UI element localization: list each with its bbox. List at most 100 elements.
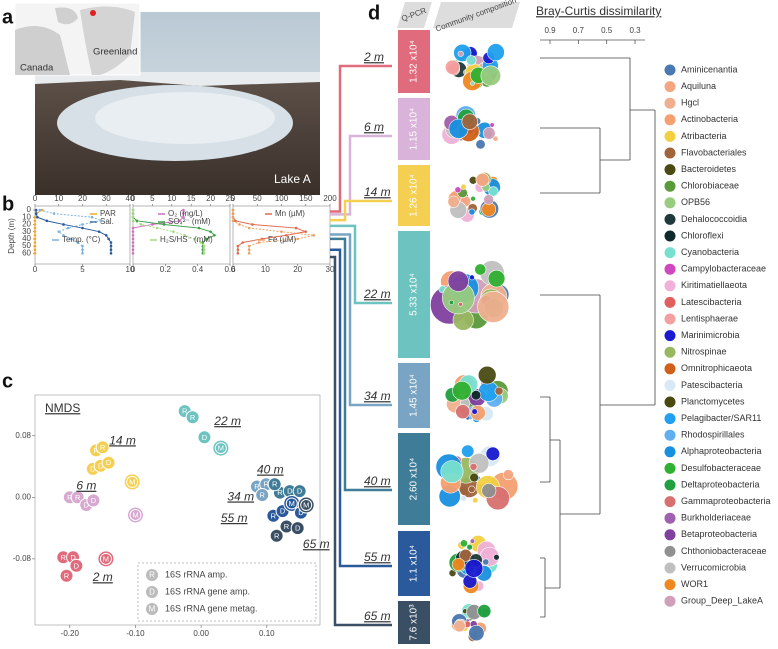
community-bubble [502, 469, 514, 481]
legend-label: Chthoniobacteraceae [681, 546, 767, 556]
point-letter: R [100, 443, 106, 452]
y-tick-label: 0.08 [15, 431, 31, 440]
community-bubble [455, 404, 471, 420]
community-bubble [486, 43, 505, 62]
legend-label: Nitrospinae [681, 347, 727, 357]
x-tick-label: 0 [231, 265, 236, 274]
profile-point [33, 223, 37, 226]
x-tick-label: 0.4 [192, 265, 204, 274]
panel-label: a [2, 6, 14, 28]
depth-connector [330, 199, 392, 222]
x-tick-label: 10 [261, 265, 270, 274]
legend-marker [664, 180, 676, 192]
profile-point [33, 226, 37, 230]
profile-point [183, 233, 187, 237]
point-letter: R [64, 571, 70, 580]
x-tick-label: 40 [126, 194, 135, 203]
group-label: 55 m [221, 511, 248, 525]
profile-point [236, 248, 240, 252]
point-letter: R [277, 488, 283, 497]
nmds-ring [129, 509, 142, 521]
profile-point [201, 241, 205, 244]
community-bubble [477, 291, 510, 323]
legend-label: Aminicenantia [681, 64, 738, 74]
depth-connector [330, 224, 392, 305]
legend-label: H₂S/HS⁻ (mM) [160, 235, 213, 244]
profile-point [151, 223, 154, 226]
nmds-ring [300, 499, 313, 511]
legend-marker [664, 164, 676, 176]
map-label: Canada [20, 63, 54, 74]
depth-connector [330, 248, 392, 568]
legend-label: Temp. (°C) [62, 235, 101, 244]
profile-point [109, 252, 113, 255]
legend-marker [664, 64, 676, 76]
legend-label: Lentisphaerae [681, 313, 738, 323]
legend-label: Gammaproteobacteria [681, 496, 771, 506]
legend-marker [664, 147, 676, 159]
legend-label: Omnitrophicaeota [681, 363, 752, 373]
point-letter: D [84, 500, 90, 509]
x-tick-label: -0.20 [61, 629, 80, 638]
legend-label: Planctomycetes [681, 396, 745, 406]
x-tick-label: 5 [80, 265, 85, 274]
point-letter: D [106, 458, 112, 467]
nmds-point [59, 568, 74, 583]
dendrogram-tick-label: 0.5 [601, 26, 613, 35]
profile-point [304, 230, 308, 233]
x-tick-label: 20 [206, 194, 215, 203]
legend-marker [664, 479, 676, 491]
depth-label: 2 m [363, 50, 384, 64]
community-bubble [469, 274, 475, 281]
nmds-point [290, 521, 305, 536]
legend-label: Dehalococcoidia [681, 214, 747, 224]
group-label: 22 m [213, 414, 241, 428]
profile-point [205, 237, 209, 241]
profile-point [33, 219, 37, 223]
legend-marker [664, 379, 676, 391]
photo [35, 12, 320, 195]
x-tick-label: 0.00 [193, 629, 209, 638]
legend-marker [664, 545, 676, 557]
qpcr-bar [398, 433, 430, 525]
point-letter: D [297, 487, 303, 496]
point-letter: R [274, 531, 280, 540]
profile-point [52, 212, 56, 215]
point-letter: M [218, 444, 224, 453]
point-letter: M [129, 477, 135, 486]
community-bubble [488, 186, 499, 197]
group-label: 34 m [227, 489, 254, 503]
legend-label: Rhodospirillales [681, 430, 745, 440]
legend-label: Atribacteria [681, 131, 727, 141]
profile-point [62, 223, 65, 226]
legend-label: Pelagibacter/SAR11 [681, 413, 761, 423]
x-tick-label: 0.10 [259, 629, 275, 638]
depth-label: 40 m [364, 474, 391, 488]
point-letter: R [75, 493, 81, 502]
y-tick-label: 50 [22, 241, 31, 250]
profile-point [131, 241, 135, 244]
qpcr-label: 5.33 x10⁴ [409, 273, 420, 316]
community-bubble [440, 460, 464, 484]
community-bubble [468, 624, 485, 642]
community-bubble [448, 299, 454, 306]
profile-point [109, 248, 113, 252]
depth-label: 22 m [363, 287, 391, 301]
y-tick-label: 0.00 [15, 492, 31, 501]
community-bubble [447, 195, 460, 208]
x-tick-label: 5 [150, 194, 155, 203]
community-bubble [444, 59, 460, 75]
community-bubble [475, 139, 486, 150]
community-bubble [447, 270, 469, 292]
dendrogram-tick-label: 0.3 [629, 26, 641, 35]
community-bubble [485, 446, 500, 461]
community-bubble [466, 543, 473, 551]
profile-point [131, 219, 135, 223]
x-tick-label: 0.2 [160, 265, 172, 274]
profile-point [131, 252, 135, 255]
legend-marker [664, 247, 676, 259]
community-bubble [460, 183, 467, 190]
legend-label: 16S rRNA gene metag. [165, 603, 258, 613]
legend-letter: M [149, 605, 156, 614]
depth-connector [330, 255, 392, 627]
